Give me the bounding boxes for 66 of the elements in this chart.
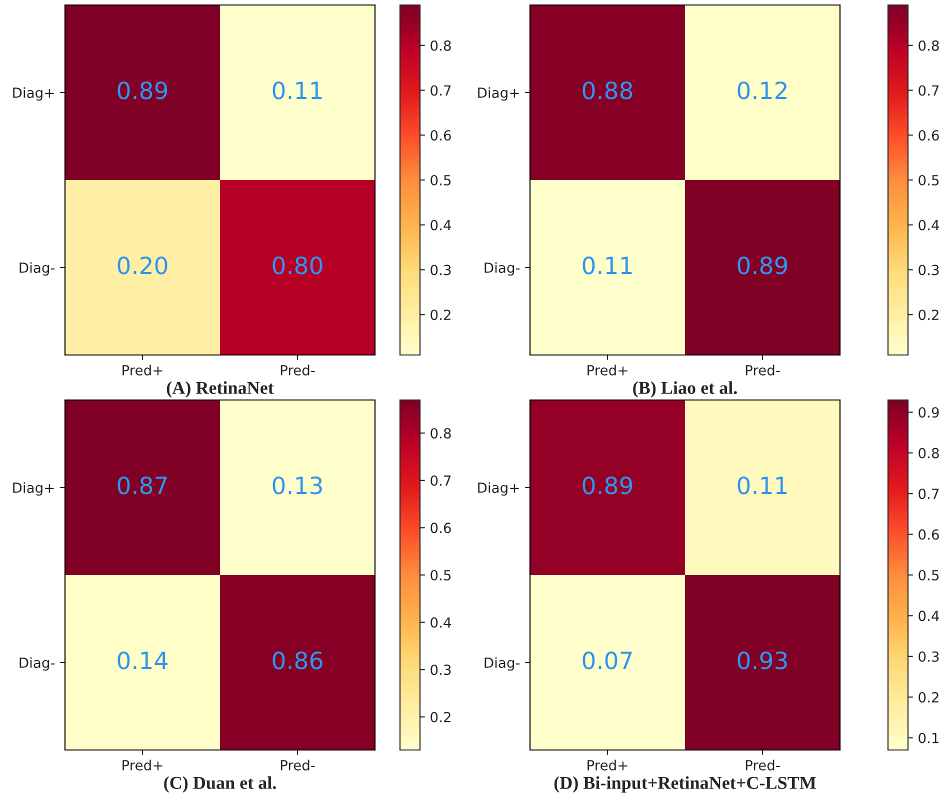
x-tick-label: Pred+ (588, 760, 628, 770)
color-bar-label: 0.7 (430, 85, 451, 96)
x-tick-label: Pred+ (588, 364, 628, 376)
data-label: 0.11 (738, 476, 787, 494)
y-tick-label: Diag- (20, 657, 55, 671)
data-label: 0.80 (272, 256, 322, 274)
color-bar-label: 0.6 (918, 529, 939, 540)
y-tick-label: Diag- (20, 262, 55, 276)
data-label: 0.11 (582, 256, 632, 274)
data-label: 0.86 (272, 651, 322, 670)
x-tick-label: Pred+ (122, 364, 162, 376)
color-bar-label: 0.8 (430, 40, 451, 51)
color-bar-label: 0.1 (918, 732, 939, 744)
color-bar-label: 0.3 (430, 264, 451, 276)
data-label: 0.07 (582, 651, 632, 670)
data-label: 0.13 (272, 476, 322, 494)
color-bar-label: 0.6 (430, 130, 451, 141)
color-bar-label: 0.6 (918, 130, 939, 141)
y-tick-label: Diag- (484, 657, 520, 671)
y-tick-label: Diag+ (13, 87, 54, 101)
data-label: 0.20 (118, 256, 168, 274)
color-bar-label: 0.7 (918, 85, 939, 96)
data-label: 0.88 (582, 81, 632, 100)
text: (B) Liao et al. (633, 381, 737, 398)
color-bar-label: 0.9 (918, 407, 939, 418)
color-bar-label: 0.2 (918, 692, 938, 703)
color-bar-label: 0.8 (918, 448, 939, 458)
y-tick-label: Diag+ (478, 482, 519, 496)
color-bar-label: 0.2 (918, 310, 938, 320)
text: (D) Bi-input+RetinaNet+C-LSTM (554, 776, 816, 793)
x-tick-label: Pred- (280, 760, 315, 770)
color-bar-label: 0.7 (430, 475, 451, 486)
color-bar-label: 0.4 (430, 617, 452, 628)
data-label: 0.89 (118, 81, 168, 100)
data-label: 0.93 (738, 651, 787, 670)
data-label: 0.89 (582, 476, 632, 494)
color-bar-label: 0.3 (918, 651, 939, 662)
color-bar-label: 0.2 (430, 310, 450, 320)
text: (A) RetinaNet (166, 381, 274, 398)
color-bar-label: 0.5 (918, 570, 939, 580)
data-label: 0.14 (118, 651, 168, 670)
color-bar-label: 0.5 (430, 174, 451, 186)
color-bar-label: 0.4 (918, 220, 940, 230)
text: (C) Duan et al. (164, 776, 276, 793)
color-bar-label: 0.5 (918, 174, 939, 186)
color-bar-label: 0.4 (918, 610, 940, 622)
color-bar-label: 0.4 (430, 220, 452, 230)
color-bar-label: 0.2 (430, 712, 450, 722)
x-tick-label: Pred+ (122, 760, 162, 770)
x-tick-label: Pred- (746, 760, 780, 770)
data-label: 0.12 (738, 81, 786, 100)
y-tick-label: Diag- (484, 262, 520, 276)
color-bar-label: 0.8 (430, 428, 451, 439)
color-bar-label: 0.8 (918, 40, 939, 51)
data-label: 0.11 (272, 81, 322, 100)
color-bar-label: 0.7 (918, 488, 939, 500)
x-tick-label: Pred- (280, 364, 315, 376)
color-bar-label: 0.3 (430, 664, 451, 676)
color-bar-label: 0.5 (430, 570, 451, 580)
y-tick-label: Diag+ (13, 482, 54, 496)
y-tick-label: Diag+ (478, 87, 519, 101)
color-bar-label: 0.6 (430, 522, 451, 534)
data-label: 0.87 (118, 476, 167, 494)
color-bar-label: 0.3 (918, 264, 939, 276)
x-tick-label: Pred- (746, 364, 780, 376)
data-label: 0.89 (738, 256, 788, 274)
